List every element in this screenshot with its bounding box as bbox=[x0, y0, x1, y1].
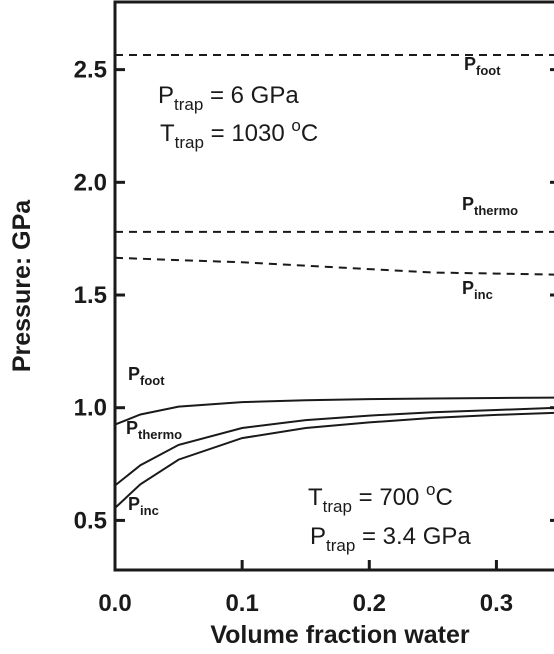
series-line-foot-34gpa bbox=[114, 396, 554, 426]
label-pthermo-34gpa: Pthermo bbox=[126, 418, 182, 442]
x-tick-label: 0.2 bbox=[353, 590, 386, 617]
series-line-inc-6gpa bbox=[114, 256, 554, 276]
y-tick-label: 2.0 bbox=[74, 169, 107, 196]
annotation-bottom-p: Ptrap = 3.4 GPa bbox=[310, 523, 471, 555]
y-tick-label: 1.0 bbox=[74, 395, 107, 422]
series-layer bbox=[114, 54, 554, 509]
y-tick-label: 0.5 bbox=[74, 507, 107, 534]
annotation-top-ttrap: Ttrap = 1030 oC bbox=[160, 116, 318, 152]
label-pinc-34gpa: Pinc bbox=[128, 494, 159, 518]
ticks-layer: 0.5 1.0 1.5 2.0 2.5 0.0 0.1 0.2 0.3 bbox=[74, 57, 554, 617]
label-pthermo-6gpa: Pthermo bbox=[462, 194, 518, 218]
series-line-inc-34gpa bbox=[114, 411, 554, 509]
label-pinc-6gpa: Pinc bbox=[462, 278, 493, 302]
annotation-bottom-ttrap: Ttrap = 700 oC bbox=[308, 480, 453, 516]
plot-frame bbox=[113, 0, 554, 572]
x-tick-label: 0.3 bbox=[480, 590, 513, 617]
y-tick-label: 2.5 bbox=[74, 57, 107, 84]
annotation-top-ptrap: Ptrap = 6 GPa bbox=[158, 82, 299, 114]
x-tick-label: 0.1 bbox=[225, 590, 258, 617]
x-tick-label: 0.0 bbox=[98, 590, 131, 617]
label-pfoot-6gpa: Pfoot bbox=[464, 54, 501, 78]
label-pfoot-34gpa: Pfoot bbox=[128, 364, 165, 388]
series-line-thermo-34gpa bbox=[114, 406, 554, 487]
y-axis-title: Pressure: GPa bbox=[8, 199, 36, 372]
x-axis-title: Volume fraction water bbox=[210, 621, 470, 649]
y-tick-label: 1.5 bbox=[74, 282, 107, 309]
